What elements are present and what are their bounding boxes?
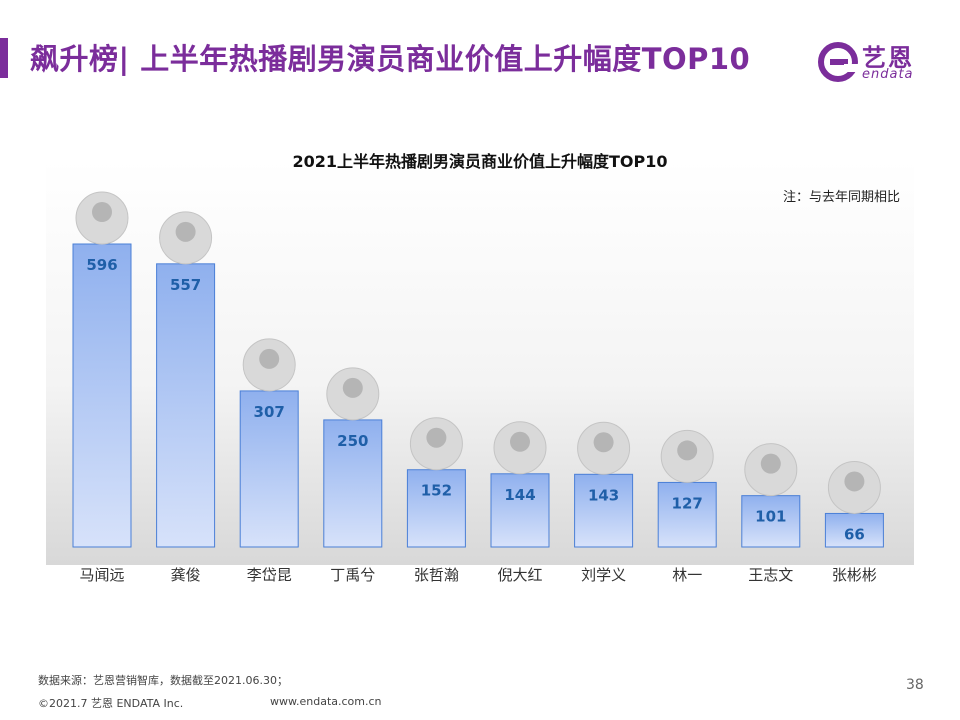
chart-title: 2021上半年热播剧男演员商业价值上升幅度TOP10 [292,152,668,171]
data-label-3: 307 [254,403,285,421]
page-title: 飙升榜| 上半年热播剧男演员商业价值上升幅度TOP10 [30,42,751,76]
bar-6 [490,473,550,548]
copyright-text: ©2021.7 艺恩 ENDATA Inc. [38,697,184,710]
avatar-head-icon-10 [844,471,865,492]
category-label-6: 倪大红 [497,566,542,584]
logo-english-text: endata [862,67,914,82]
avatar-head-icon-7 [593,432,614,453]
bar-8 [657,481,717,548]
avatar-head-icon-9 [760,453,781,474]
data-label-2: 557 [170,276,201,294]
chart-note: 注：与去年同期相比 [782,190,900,205]
bar-1 [72,243,132,548]
category-label-1: 马闻远 [79,566,124,584]
website-url: www.endata.com.cn [270,695,382,708]
category-label-10: 张彬彬 [832,566,877,584]
data-label-5: 152 [421,482,452,500]
avatar-head-icon-1 [92,202,112,222]
category-label-3: 李岱昆 [247,566,292,584]
bar-chart: 596 马闻远 557 龚俊 307 李岱昆 250 丁禹兮 152 张哲瀚 144 倪大红 143 刘学… [72,191,884,584]
page-number: 38 [906,677,924,693]
bar-9 [741,495,801,548]
bar-10 [824,512,884,548]
category-label-2: 龚俊 [171,566,201,584]
title-accent-bar [0,38,8,78]
bar-7 [574,473,634,548]
endata-logo: 艺恩 endata [818,38,938,86]
data-label-10: 66 [844,525,865,543]
avatar-head-icon-8 [677,440,698,461]
avatar-head-icon-2 [175,221,196,242]
category-label-5: 张哲瀚 [414,566,459,584]
category-label-4: 丁禹兮 [330,566,375,584]
data-label-1: 596 [86,256,117,274]
data-label-6: 144 [504,486,535,504]
avatar-head-icon-3 [259,348,280,369]
data-label-8: 127 [672,494,703,512]
avatar-head-icon-6 [510,431,530,452]
category-label-7: 刘学义 [581,566,626,584]
data-label-4: 250 [337,432,368,450]
category-label-9: 王志文 [748,566,793,584]
avatar-head-icon-4 [342,377,363,398]
bar-2 [156,263,216,548]
data-source-note: 数据来源：艺恩营销智库，数据截至2021.06.30； [38,674,288,687]
data-label-9: 101 [755,508,786,526]
category-label-8: 林一 [672,566,702,584]
data-label-7: 143 [588,486,619,504]
logo-chinese-text: 艺恩 [862,44,914,72]
endata-logo-icon [818,42,858,82]
avatar-head-icon-5 [426,427,447,448]
